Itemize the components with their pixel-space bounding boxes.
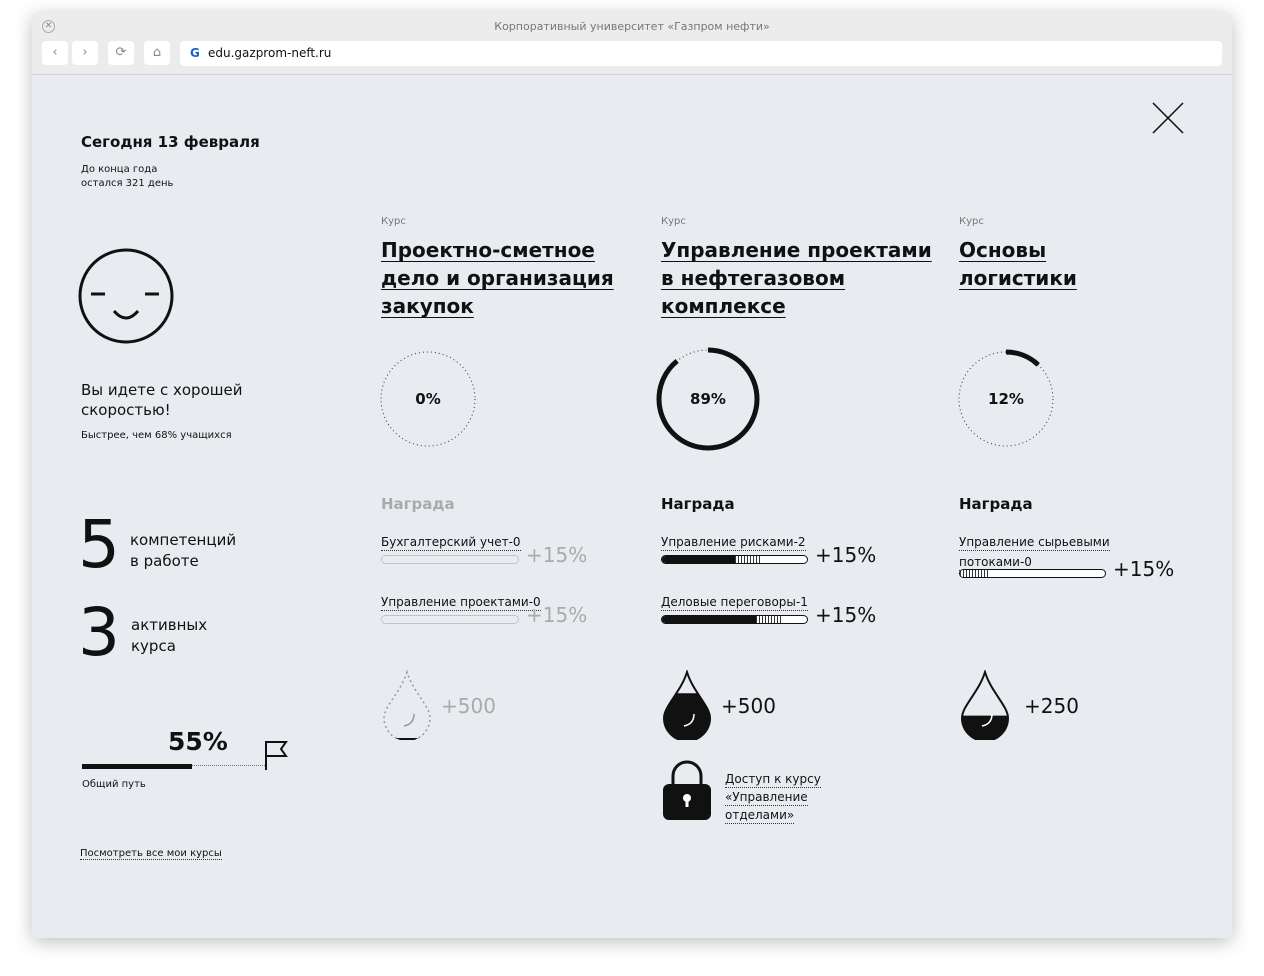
skill-reward: Управление сырьевыми потоками-0 [959,531,1110,571]
skill-name[interactable]: Управление сырьевыми [959,535,1110,551]
window-title: Корпоративный университет «Газпром нефти… [494,20,770,33]
flag-icon [265,741,288,770]
drop-reward-value: +500 [441,694,496,718]
unlock-line: Доступ к курсу [725,772,821,788]
skill-progress-pending [960,570,989,577]
home-button[interactable]: ⌂ [144,41,170,65]
days-left-line: остался 321 день [81,178,174,189]
skill-bonus: +15% [815,603,877,627]
reward-title: Награда [661,495,735,513]
label-line: курса [131,637,176,655]
url-text: edu.gazprom-neft.ru [208,46,332,60]
close-icon[interactable] [1152,102,1184,134]
skill-reward: Управление проектами-0 [381,591,541,611]
course-title-line: Проектно-сметное [381,238,595,262]
course-progress-ring [956,349,1056,449]
course-title-line: дело и организация [381,266,614,290]
back-button[interactable]: ‹ [42,41,68,65]
days-left-line: До конца года [81,164,158,175]
course-title-line: логистики [959,266,1077,290]
unlock-line: отделами» [725,808,795,824]
course-progress-ring [656,347,760,451]
oil-drop-icon [960,670,1010,740]
unlock-course-link[interactable]: Доступ к курсу «Управление отделами» [725,770,821,824]
skill-name[interactable]: Бухгалтерский учет-0 [381,535,521,551]
course-kind: Курс [959,216,984,227]
competencies-count: 5 [78,506,120,583]
overall-percent: 55% [168,727,228,756]
skill-progress-pending [756,616,783,623]
speed-line: скоростью! [81,401,171,419]
reward-title: Награда [959,495,1033,513]
skill-progress-pending [734,556,761,563]
all-courses-link[interactable]: Посмотреть все мои курсы [80,848,222,860]
unlock-line: «Управление [725,790,808,806]
course-title-line: в нефтегазовом [661,266,846,290]
course-progress-label: 0% [415,390,441,408]
course-progress-ring [378,349,478,449]
courses-label: активных курса [131,615,207,657]
skill-progress-bar [661,555,808,564]
site-favicon-icon: G [190,46,200,60]
course-progress-label: 12% [988,390,1024,408]
progress-ring-track [380,351,476,447]
speed-message: Вы идете с хорошей скоростью! [81,380,242,420]
faster-than: Быстрее, чем 68% учащихся [81,430,232,441]
skill-progress-fill [662,616,757,623]
reward-title: Награда [381,495,455,513]
courses-count: 3 [78,594,120,671]
speed-line: Вы идете с хорошей [81,381,243,399]
skill-name[interactable]: Деловые переговоры-1 [661,595,808,611]
skill-name[interactable]: Управление рисками-2 [661,535,806,551]
reload-button[interactable]: ⟳ [108,41,134,65]
overall-label: Общий путь [82,779,146,790]
oil-drop-icon [383,670,431,740]
course-title-line: Управление проектами [661,238,932,262]
skill-bonus: +15% [1113,557,1175,581]
course-title[interactable]: Управление проектами в нефтегазовом компле… [661,236,932,320]
browser-window: ✕ Корпоративный университет «Газпром неф… [32,12,1232,938]
course-kind: Курс [661,216,686,227]
close-window-icon[interactable]: ✕ [42,20,55,33]
course-title-line: закупок [381,294,474,318]
competencies-label: компетенций в работе [130,530,236,572]
skill-name[interactable]: Управление проектами-0 [381,595,541,611]
skill-bonus: +15% [526,603,588,627]
course-title[interactable]: Основы логистики [959,236,1077,292]
progress-ring-track [958,351,1054,447]
course-title-line: комплексе [661,294,786,318]
skill-reward: Деловые переговоры-1 [661,591,808,611]
progress-ring-arc [656,347,760,451]
skill-reward: Управление рисками-2 [661,531,806,551]
course-title-line: Основы [959,238,1047,262]
label-line: активных [131,616,208,634]
course-kind: Курс [381,216,406,227]
smiley-face-icon [78,248,174,344]
label-line: компетенций [130,531,237,549]
skill-bonus: +15% [815,543,877,567]
skill-progress-bar [959,569,1106,578]
oil-drop-icon [662,670,712,740]
days-left: До конца года остался 321 день [81,163,173,191]
browser-toolbar: ✕ Корпоративный университет «Газпром неф… [32,12,1232,75]
skill-bonus: +15% [526,543,588,567]
skill-progress-bar [661,615,808,624]
course-title[interactable]: Проектно-сметное дело и организация закупо… [381,236,614,320]
course-progress-label: 89% [690,390,726,408]
padlock-icon [663,760,711,820]
drop-reward-value: +250 [1024,694,1079,718]
skill-progress-bar [381,615,519,624]
progress-ring-arc [956,349,1056,449]
skill-progress-fill [662,556,735,563]
skill-progress-bar [381,555,519,564]
skill-reward: Бухгалтерский учет-0 [381,531,521,551]
label-line: в работе [130,552,199,570]
drop-reward-value: +500 [721,694,776,718]
today-date: Сегодня 13 февраля [81,133,260,151]
overall-progress-fill [82,764,192,769]
forward-button[interactable]: › [72,41,98,65]
